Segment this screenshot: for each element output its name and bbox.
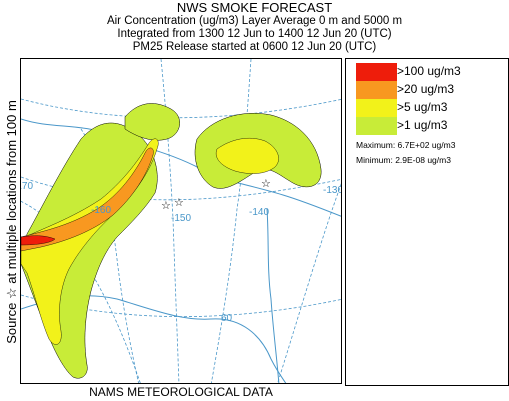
map-canvas: ☆ ☆ ☆ -170 -160 -150 -140 -130 60 [21,59,342,383]
source-star-icon: ☆ [261,177,271,190]
legend: >100 ug/m3 >20 ug/m3 >5 ug/m3 >1 ug/m3 M… [345,58,509,386]
source-location-label: Source ☆ at multiple locations from 100 … [4,100,19,344]
source-star-icon: ☆ [161,199,171,212]
legend-item-gt100: >100 ug/m3 [356,63,502,81]
legend-label: >100 ug/m3 [397,64,461,78]
legend-maximum: Maximum: 6.7E+02 ug/m3 [356,140,456,150]
map-title: NWS SMOKE FORECAST [176,0,333,15]
meteorological-data-label: NAMS METEOROLOGICAL DATA [89,385,273,399]
release-info: PM25 Release started at 0600 12 Jun 20 (… [132,41,377,53]
source-star-icon: ☆ [174,196,184,209]
integration-period: Integrated from 1300 12 Jun to 1400 12 J… [117,28,392,40]
legend-swatch [356,81,397,99]
smoke-area-gt1-north [124,103,180,141]
graticule-parallel-north [21,98,341,119]
legend-label: >20 ug/m3 [397,82,455,96]
legend-swatch [356,63,397,81]
concentration-subtitle: Air Concentration (ug/m3) Layer Average … [106,15,403,27]
graticule-label-150w: -150 [171,213,191,224]
smoke-area-gt5-east [215,138,279,174]
coastline-east [266,208,280,383]
legend-swatch [356,117,397,135]
graticule-label-170w: -170 [21,181,33,192]
legend-minimum: Minimum: 2.9E-08 ug/m3 [356,155,451,165]
graticule-meridian-130 [277,183,341,383]
graticule-label-160w: -160 [91,205,111,216]
smoke-area-gt100 [21,235,56,246]
legend-label: >5 ug/m3 [397,100,448,114]
graticule-parallel-high [21,176,341,201]
graticule-label-60n: 60 [221,313,233,324]
graticule-meridian-140 [210,59,252,383]
legend-item-gt20: >20 ug/m3 [356,81,502,99]
legend-label: >1 ug/m3 [397,118,448,132]
graticule-label-130w: -130 [323,185,342,196]
graticule-meridian-150 [160,59,180,383]
graticule-label-140w: -140 [249,207,269,218]
smoke-forecast-map: ☆ ☆ ☆ -170 -160 -150 -140 -130 60 [20,58,342,384]
legend-item-gt5: >5 ug/m3 [356,99,502,117]
legend-swatch [356,99,397,117]
legend-item-gt1: >1 ug/m3 [356,117,502,135]
